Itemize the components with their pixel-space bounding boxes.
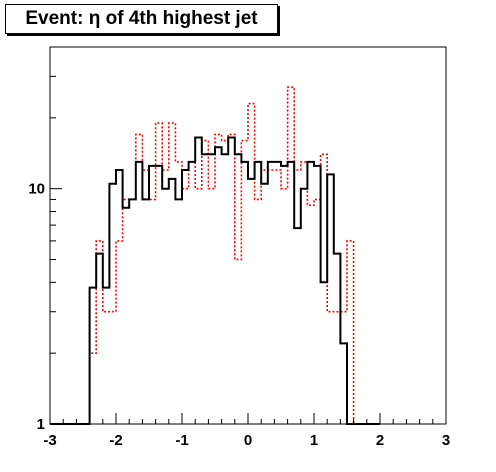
histogram-series-dotted [50,86,380,425]
x-tick-label: 1 [310,432,318,449]
y-tick-label: 10 [28,181,45,198]
x-tick-label: 2 [376,432,384,449]
x-tick-label: -1 [175,432,188,449]
axis-layer: -3 -2 -1 0 1 2 3 1 10 [28,46,450,449]
y-tick-label: 1 [37,416,45,433]
x-tick-label: 3 [442,432,450,449]
series-layer [50,86,380,425]
x-tick-label: -2 [109,432,122,449]
histogram-series-solid [50,136,380,425]
chart-title: Event: η of 4th highest jet [25,8,258,29]
x-tick-label: -3 [43,432,56,449]
chart-title-box: Event: η of 4th highest jet [5,4,278,34]
x-tick-label: 0 [244,432,252,449]
